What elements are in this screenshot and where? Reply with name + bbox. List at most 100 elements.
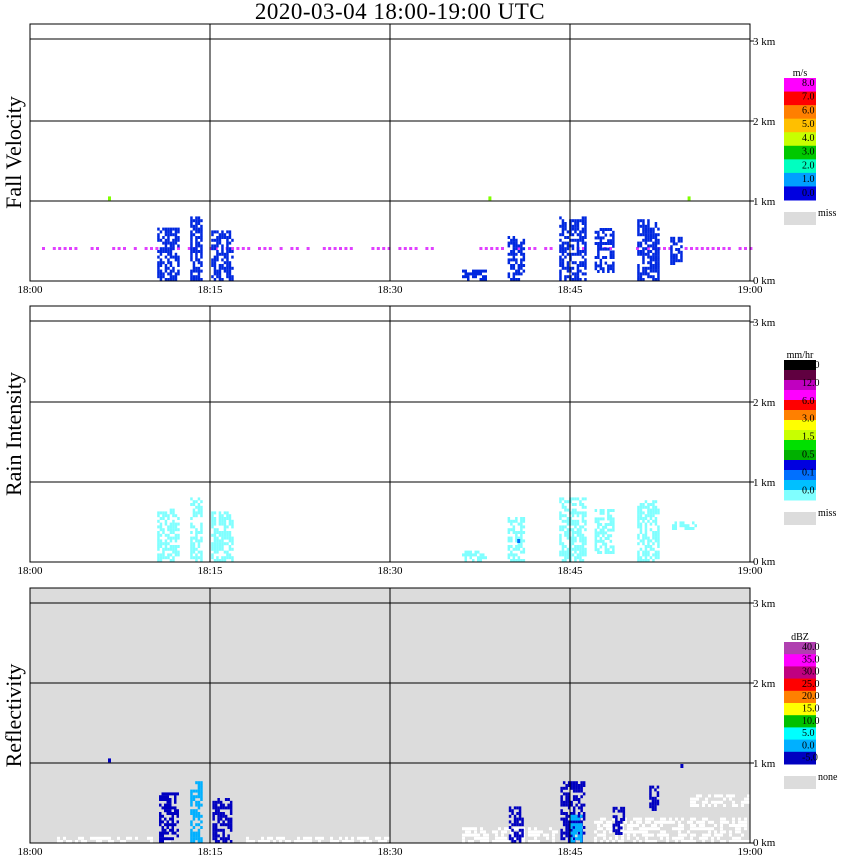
data-cell bbox=[228, 517, 232, 520]
data-cell bbox=[574, 252, 577, 256]
data-cell bbox=[517, 244, 521, 248]
data-cell bbox=[222, 820, 225, 824]
data-cell bbox=[190, 244, 193, 248]
data-cell bbox=[652, 255, 655, 259]
data-cell bbox=[572, 786, 576, 790]
data-gap-cell bbox=[531, 833, 534, 837]
data-cell bbox=[510, 545, 513, 548]
data-cell bbox=[174, 241, 178, 245]
data-cell bbox=[565, 814, 568, 818]
data-cell bbox=[169, 553, 173, 557]
data-cell bbox=[522, 531, 526, 534]
data-cell bbox=[172, 528, 175, 532]
data-cell bbox=[195, 219, 198, 223]
data-cell bbox=[190, 258, 193, 262]
data-cell bbox=[559, 542, 562, 546]
band-point bbox=[425, 247, 429, 250]
data-cell bbox=[520, 261, 523, 265]
data-cell bbox=[200, 803, 203, 807]
data-gap-cell bbox=[93, 836, 96, 840]
data-gap-cell bbox=[462, 836, 465, 840]
data-cell bbox=[157, 556, 160, 560]
data-cell bbox=[649, 796, 652, 800]
data-cell bbox=[218, 241, 222, 245]
data-cell bbox=[190, 219, 193, 223]
data-cell bbox=[649, 266, 653, 270]
data-cell bbox=[559, 244, 562, 248]
data-cell bbox=[172, 531, 175, 534]
data-cell bbox=[560, 795, 563, 799]
data-cell bbox=[231, 559, 234, 562]
data-cell bbox=[223, 525, 227, 529]
data-cell bbox=[576, 219, 580, 223]
data-cell bbox=[654, 556, 658, 560]
data-cell bbox=[167, 553, 170, 557]
data-cell bbox=[622, 809, 626, 813]
data-cell bbox=[584, 241, 587, 245]
data-cell bbox=[570, 817, 573, 821]
data-cell bbox=[637, 517, 640, 520]
data-cell bbox=[571, 503, 575, 506]
data-cell bbox=[164, 244, 168, 248]
data-cell bbox=[692, 527, 695, 530]
data-cell bbox=[561, 266, 565, 270]
data-cell bbox=[576, 533, 580, 537]
data-gap-cell bbox=[639, 820, 642, 824]
data-cell bbox=[161, 826, 164, 829]
colorbar-label: 40.0 bbox=[802, 642, 820, 653]
data-gap-cell bbox=[303, 840, 306, 843]
data-cell bbox=[637, 553, 640, 557]
data-cell bbox=[507, 275, 511, 279]
data-cell bbox=[570, 837, 573, 841]
data-cell bbox=[561, 528, 565, 532]
data-cell bbox=[579, 556, 582, 560]
data-cell bbox=[213, 230, 217, 234]
data-cell bbox=[639, 252, 643, 256]
data-gap-cell bbox=[645, 830, 648, 834]
data-cell bbox=[597, 264, 600, 268]
data-cell bbox=[576, 531, 580, 534]
data-cell bbox=[612, 250, 615, 254]
x-tick-label: 18:45 bbox=[557, 284, 583, 296]
data-cell bbox=[510, 536, 513, 540]
data-cell bbox=[564, 227, 567, 231]
data-gap-cell bbox=[522, 827, 525, 831]
data-cell bbox=[167, 266, 170, 270]
data-gap-cell bbox=[498, 840, 501, 843]
data-cell bbox=[197, 800, 201, 804]
data-cell bbox=[682, 524, 685, 528]
data-cell bbox=[572, 817, 575, 821]
data-cell bbox=[159, 545, 163, 548]
data-gap-cell bbox=[741, 800, 744, 804]
y-tick-label: 3 km bbox=[753, 598, 776, 610]
data-cell bbox=[602, 539, 605, 543]
data-cell bbox=[228, 275, 232, 279]
data-cell bbox=[564, 250, 567, 253]
data-cell bbox=[609, 233, 613, 237]
data-cell bbox=[216, 252, 219, 256]
data-cell bbox=[637, 536, 640, 540]
data-gap-cell bbox=[633, 840, 636, 843]
data-cell bbox=[164, 798, 167, 801]
data-cell bbox=[482, 278, 485, 281]
data-gap-cell bbox=[726, 794, 729, 798]
data-cell bbox=[164, 795, 167, 799]
data-cell bbox=[216, 241, 219, 245]
data-cell bbox=[161, 814, 164, 818]
data-cell bbox=[216, 542, 219, 546]
data-cell bbox=[649, 545, 653, 548]
data-gap-cell bbox=[345, 840, 348, 843]
data-cell bbox=[214, 806, 218, 810]
data-cell bbox=[174, 514, 178, 518]
data-cell bbox=[508, 826, 512, 829]
data-cell bbox=[575, 789, 578, 793]
data-cell bbox=[200, 556, 203, 560]
data-gap-cell bbox=[693, 827, 696, 831]
data-gap-cell bbox=[276, 836, 279, 840]
data-cell bbox=[679, 521, 682, 525]
data-gap-cell bbox=[246, 836, 249, 840]
data-cell bbox=[572, 812, 576, 815]
data-cell bbox=[512, 547, 516, 551]
data-cell bbox=[512, 556, 516, 560]
data-cell bbox=[571, 497, 575, 501]
